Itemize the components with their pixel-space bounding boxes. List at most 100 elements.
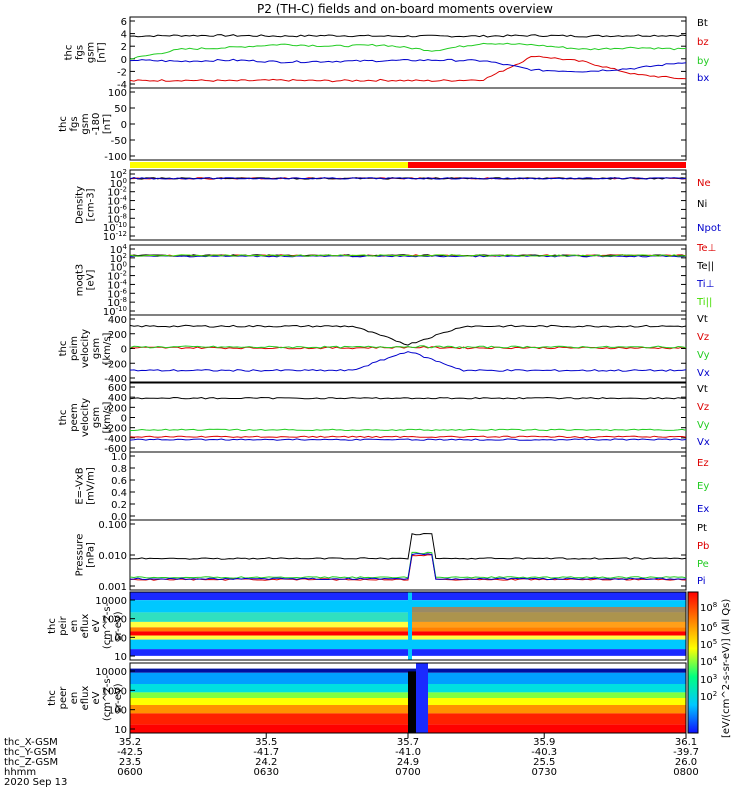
y-tick-label: 10-8 (107, 212, 127, 225)
series-line-Vy (130, 428, 687, 432)
legend-entry-Pt: Pt (697, 523, 707, 534)
legend-entry-Pi: Pi (697, 576, 706, 587)
x-tick-label: -41.7 (253, 747, 279, 758)
figure-title: P2 (TH-C) fields and on-board moments ov… (257, 2, 553, 16)
legend-entry-Ti⊥: Ti⊥ (696, 279, 714, 290)
legend-entry-Bt: Bt (697, 18, 708, 29)
y-tick-label: 0.2 (111, 500, 127, 511)
y-axis-label: Pressure (75, 534, 86, 577)
x-axis-row-label: thc_Z-GSM (4, 757, 58, 768)
y-tick-label: 0.6 (111, 476, 127, 487)
y-tick-label: 0.4 (111, 488, 127, 499)
series-line-Ti|| (129, 254, 687, 257)
y-tick-label: -4 (117, 80, 127, 91)
y-tick-label: 2 (121, 42, 127, 53)
y-axis-label: thc (58, 116, 69, 132)
legend-entry-Vz: Vz (697, 332, 709, 343)
colorbar-tick-label: 103 (700, 673, 717, 686)
y-axis-label: eV (91, 691, 102, 704)
series-line-Vy (129, 345, 687, 349)
panel-mode-bar (130, 162, 686, 168)
y-axis-label: thc (58, 341, 69, 357)
y-tick-label: 100 (110, 177, 127, 190)
y-axis-label: [mV/m] (86, 467, 97, 505)
y-axis-label: [nT] (97, 42, 108, 62)
legend-entry-Vx: Vx (697, 368, 710, 379)
series-line-Npot (129, 177, 687, 180)
legend-entry-Npot: Npot (697, 223, 721, 234)
y-axis-label: [km/s] (102, 401, 113, 433)
panel-frame (129, 591, 687, 661)
series-line-Vx (129, 438, 687, 441)
panel-peer: 10000 1000 100 10 thc peer en eflux eV (cm^2-s-sr… (47, 662, 687, 736)
y-tick-label: 10-4 (107, 278, 127, 291)
series-line-bz (129, 55, 687, 83)
x-tick-label: -40.3 (531, 747, 557, 758)
y-tick-label: 600 (108, 383, 127, 394)
colorbar-tick-label: 105 (700, 638, 717, 651)
y-tick-label: -2 (117, 67, 127, 78)
y-axis-label: (cm^2-s- (102, 674, 113, 721)
legend-entry-Ti||: Ti|| (696, 297, 712, 308)
legend-entry-by: by (697, 56, 709, 67)
y-axis-label: peir (58, 615, 69, 635)
y-axis-label: peim (69, 336, 80, 361)
y-tick-label: 100 (108, 706, 127, 717)
y-tick-label: 10-6 (107, 287, 127, 300)
y-tick-label: 100 (110, 261, 127, 274)
y-axis-label: thc (47, 618, 58, 634)
x-axis-date: 2020 Sep 13 (4, 777, 67, 788)
spectrogram-gap (408, 671, 416, 733)
y-tick-label: 4 (121, 30, 127, 41)
y-tick-label: 0 (121, 55, 127, 66)
spectrogram-band (130, 663, 686, 669)
y-axis-label: moqt3 (75, 264, 86, 297)
legend-entry-bx: bx (697, 73, 709, 84)
panel-colorbar: 108 106 105 104 103 102 [eV/(cm^2-s-sr-eV)] (A… (687, 591, 732, 738)
y-tick-label: 10-12 (103, 230, 127, 243)
y-tick-label: 50 (114, 104, 127, 115)
panel-fgs: 6 42 0-2 -4 thc fgs gsm [nT] Bt bz by bx (64, 16, 709, 91)
y-axis-label: velocity (80, 329, 91, 368)
y-tick-label: -100 (104, 152, 127, 163)
y-axis-label: gsm (91, 407, 102, 428)
y-tick-label: 0.0 (111, 512, 127, 523)
x-tick-label: 0600 (117, 767, 142, 778)
y-tick-label: 10 (114, 652, 127, 663)
y-tick-label: 0 (121, 345, 127, 356)
y-tick-label: -400 (104, 374, 127, 385)
mode-bar-segment (408, 162, 686, 168)
legend-entry-Ex: Ex (697, 504, 709, 515)
y-axis-label: gsm (91, 338, 102, 359)
legend-entry-Vz: Vz (697, 402, 709, 413)
y-axis-label: sr-eV) (113, 611, 124, 640)
y-tick-label: 1000 (102, 615, 127, 626)
series-line-bx (129, 58, 687, 73)
y-axis-label: eflux (80, 686, 91, 711)
y-axis-label: fgs (69, 116, 80, 131)
y-tick-label: 6 (121, 17, 127, 28)
y-tick-label: 104 (110, 243, 128, 256)
x-tick-label: 35.9 (533, 737, 555, 748)
x-tick-label: 25.5 (533, 757, 555, 768)
x-tick-label: 0700 (395, 767, 420, 778)
y-tick-label: -600 (104, 444, 127, 455)
y-tick-label: 102 (110, 252, 127, 265)
y-axis-label: gsm (80, 113, 91, 134)
x-axis-row-label: hhmm (4, 767, 36, 778)
y-tick-label: 10-2 (107, 186, 127, 199)
panel-frame (129, 169, 687, 241)
legend-entry-Ni: Ni (697, 199, 707, 210)
spectrogram-band (130, 668, 686, 673)
y-axis-label: peem (69, 403, 80, 431)
x-tick-label: 36.1 (675, 737, 697, 748)
colorbar-label: [eV/(cm^2-s-sr-eV)] (All Qs) (721, 599, 732, 738)
y-axis-label: eflux (80, 614, 91, 639)
y-axis-label: thc (58, 410, 69, 426)
y-tick-label: 10 (114, 725, 127, 736)
